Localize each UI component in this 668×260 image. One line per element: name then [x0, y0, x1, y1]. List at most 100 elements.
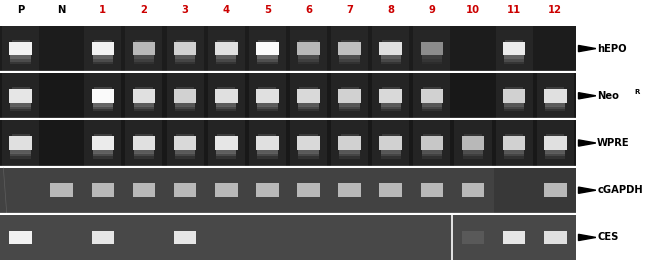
- Bar: [422, 55, 442, 62]
- Bar: [545, 102, 565, 109]
- Text: 7: 7: [346, 5, 353, 15]
- Bar: [503, 89, 526, 102]
- Bar: [93, 106, 113, 112]
- Bar: [94, 87, 112, 92]
- Bar: [257, 51, 277, 59]
- Bar: [413, 26, 450, 71]
- Bar: [545, 146, 565, 154]
- Bar: [11, 146, 31, 154]
- Bar: [257, 146, 277, 154]
- Bar: [299, 99, 319, 107]
- Bar: [216, 106, 236, 112]
- Bar: [381, 55, 401, 62]
- Bar: [339, 51, 360, 59]
- Bar: [462, 136, 484, 150]
- Bar: [92, 42, 114, 55]
- Bar: [134, 153, 154, 159]
- Bar: [339, 106, 360, 112]
- Bar: [11, 87, 29, 92]
- Bar: [496, 73, 532, 118]
- Bar: [381, 87, 399, 92]
- Bar: [93, 102, 113, 109]
- Bar: [545, 106, 565, 112]
- Bar: [413, 73, 450, 118]
- Bar: [339, 102, 360, 109]
- Bar: [503, 42, 526, 55]
- Bar: [134, 146, 154, 154]
- Bar: [504, 102, 524, 109]
- Bar: [2, 120, 39, 166]
- Bar: [174, 136, 196, 150]
- Bar: [166, 73, 204, 118]
- Bar: [505, 134, 523, 139]
- Bar: [496, 26, 532, 71]
- Bar: [379, 89, 402, 102]
- Bar: [217, 40, 235, 44]
- Bar: [338, 136, 361, 150]
- Text: 5: 5: [264, 5, 271, 15]
- Bar: [92, 231, 114, 244]
- Text: 10: 10: [466, 5, 480, 15]
- Bar: [93, 51, 113, 59]
- Bar: [0, 168, 494, 213]
- Bar: [11, 153, 31, 159]
- Bar: [454, 120, 492, 166]
- Bar: [134, 51, 154, 59]
- Bar: [339, 149, 360, 156]
- Bar: [299, 153, 319, 159]
- Bar: [463, 153, 483, 159]
- Bar: [135, 134, 153, 139]
- Bar: [299, 51, 319, 59]
- Bar: [249, 26, 286, 71]
- Bar: [93, 99, 113, 107]
- Bar: [9, 42, 32, 55]
- Bar: [462, 231, 484, 244]
- Bar: [93, 146, 113, 154]
- Bar: [372, 26, 409, 71]
- Bar: [11, 40, 29, 44]
- Bar: [299, 40, 317, 44]
- Bar: [0, 215, 576, 260]
- Bar: [339, 99, 360, 107]
- Bar: [215, 136, 238, 150]
- Bar: [257, 153, 277, 159]
- Bar: [341, 40, 359, 44]
- Bar: [259, 40, 277, 44]
- Bar: [545, 153, 565, 159]
- Bar: [338, 184, 361, 197]
- Bar: [379, 136, 402, 150]
- Bar: [290, 26, 327, 71]
- Bar: [504, 153, 524, 159]
- Text: P: P: [17, 5, 24, 15]
- Text: cGAPDH: cGAPDH: [597, 185, 643, 195]
- Bar: [134, 149, 154, 156]
- Bar: [216, 58, 236, 64]
- Bar: [176, 40, 194, 44]
- Bar: [175, 51, 195, 59]
- Bar: [11, 51, 31, 59]
- Bar: [0, 26, 576, 71]
- Bar: [174, 231, 196, 244]
- Bar: [544, 184, 566, 197]
- Bar: [134, 99, 154, 107]
- Text: 9: 9: [428, 5, 436, 15]
- Bar: [423, 87, 441, 92]
- Bar: [208, 73, 244, 118]
- Bar: [166, 120, 204, 166]
- Bar: [175, 99, 195, 107]
- Bar: [216, 51, 236, 59]
- Bar: [259, 134, 277, 139]
- Bar: [249, 120, 286, 166]
- Bar: [256, 89, 279, 102]
- Bar: [92, 136, 114, 150]
- Bar: [93, 153, 113, 159]
- Bar: [216, 146, 236, 154]
- Bar: [381, 146, 401, 154]
- Bar: [372, 120, 409, 166]
- Bar: [0, 215, 452, 260]
- Bar: [413, 120, 450, 166]
- Bar: [505, 87, 523, 92]
- Bar: [133, 136, 155, 150]
- Bar: [496, 120, 532, 166]
- Bar: [422, 149, 442, 156]
